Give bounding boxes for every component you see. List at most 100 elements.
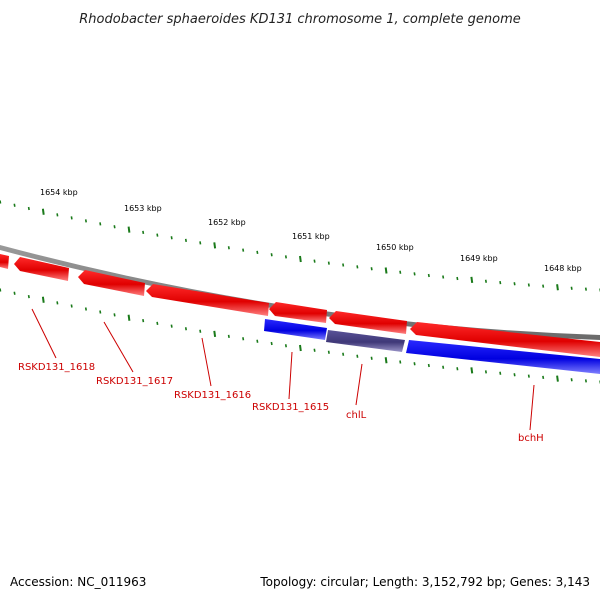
outer-scale-minor-tick	[399, 270, 402, 274]
inner-scale-minor-tick	[499, 371, 502, 375]
inner-scale-minor-tick	[242, 337, 245, 341]
gene-label-rskd131-1617[interactable]: RSKD131_1617	[96, 376, 173, 387]
accession-text: Accession: NC_011963	[10, 575, 146, 589]
inner-scale-minor-tick	[584, 379, 587, 383]
gene-arrow-forward-5[interactable]	[269, 302, 327, 323]
outer-scale-minor-tick	[284, 255, 287, 259]
outer-scale-minor-tick	[513, 282, 516, 286]
gene-arrow-forward-7[interactable]	[410, 322, 600, 357]
leader-line-rskd131-1616	[201, 337, 212, 387]
gene-label-rskd131-1616[interactable]: RSKD131_1616	[174, 390, 251, 401]
outer-scale-major-tick	[556, 284, 559, 291]
gene-label-chll[interactable]: chlL	[346, 410, 367, 421]
forward-strand-genes	[0, 254, 600, 357]
inner-scale-minor-tick	[256, 339, 259, 343]
outer-scale-minor-tick	[156, 233, 159, 237]
gene-label-rskd131-1618[interactable]: RSKD131_1618	[18, 362, 95, 373]
outer-scale-minor-tick	[327, 261, 330, 265]
outer-scale-minor-tick	[113, 225, 116, 229]
scale-label-1653: 1653 kbp	[124, 204, 162, 213]
outer-scale-minor-tick	[413, 272, 416, 276]
inner-scale-minor-tick	[356, 354, 359, 358]
inner-scale-minor-tick	[570, 378, 573, 382]
gene-labels: RSKD131_1618 RSKD131_1617 RSKD131_1616 R…	[18, 362, 544, 444]
inner-scale-minor-tick	[13, 291, 16, 295]
inner-scale-minor-tick	[56, 301, 59, 305]
leader-line-rskd131-1615	[288, 351, 293, 400]
inner-scale-minor-tick	[456, 367, 459, 371]
scale-label-1651: 1651 kbp	[292, 232, 330, 241]
outer-scale-major-tick	[127, 226, 131, 233]
outer-scale-minor-tick	[542, 284, 545, 288]
gene-arrow-reverse-1[interactable]	[264, 319, 327, 340]
outer-scale-minor-tick	[227, 246, 230, 250]
inner-scale-minor-tick	[84, 307, 87, 311]
outer-scale-minor-tick	[342, 263, 345, 267]
scale-label-1650: 1650 kbp	[376, 243, 414, 252]
scale-label-1652: 1652 kbp	[208, 218, 246, 227]
inner-scale-minor-tick	[70, 304, 73, 308]
scale-label-1654: 1654 kbp	[40, 188, 78, 197]
inner-scale-minor-tick	[513, 373, 516, 377]
gene-arrow-reverse-bchh[interactable]	[406, 340, 600, 374]
inner-scale-minor-tick	[399, 360, 402, 364]
gene-arrow-forward-6[interactable]	[329, 311, 407, 334]
inner-scale-minor-tick	[27, 294, 30, 299]
gene-label-bchh[interactable]: bchH	[518, 433, 544, 444]
outer-scale-minor-tick	[256, 250, 259, 255]
outer-scale-minor-tick	[199, 241, 202, 245]
outer-scale-minor-tick	[427, 273, 430, 278]
outer-scale-minor-tick	[170, 236, 173, 240]
outer-scale-minor-tick	[56, 213, 59, 217]
inner-scale-minor-tick	[284, 344, 287, 348]
reverse-strand-genes	[264, 319, 600, 374]
outer-scale-minor-tick	[356, 265, 359, 269]
scale-label-1648: 1648 kbp	[544, 264, 582, 273]
leader-line-rskd131-1618	[31, 308, 57, 359]
outer-scale-minor-tick	[184, 238, 187, 243]
inner-scale-minor-tick	[0, 288, 2, 292]
scale-labels: 1654 kbp 1653 kbp 1652 kbp 1651 kbp 1650…	[40, 188, 582, 273]
outer-scale-minor-tick	[527, 283, 530, 287]
gene-arrow-forward-3[interactable]	[78, 270, 145, 296]
inner-scale-minor-tick	[327, 350, 330, 354]
outer-scale-minor-tick	[456, 276, 459, 281]
outer-scale-minor-tick	[84, 219, 87, 223]
outer-scale-major-tick	[470, 276, 474, 284]
gene-arrow-forward-1[interactable]	[0, 254, 9, 269]
gene-arrow-forward-4[interactable]	[146, 284, 269, 316]
inner-scale-major-tick	[556, 375, 559, 382]
inner-scale-major-tick	[299, 344, 302, 352]
outer-scale-minor-tick	[499, 280, 502, 285]
outer-scale-ticks	[0, 200, 600, 292]
inner-scale-ticks	[0, 288, 600, 384]
outer-scale-minor-tick	[27, 206, 30, 211]
outer-scale-minor-tick	[13, 203, 16, 207]
leader-line-chll	[355, 363, 363, 406]
inner-scale-major-tick	[384, 357, 388, 364]
inner-scale-major-tick	[213, 330, 217, 338]
outer-scale-major-tick	[384, 267, 388, 274]
gene-label-rskd131-1615[interactable]: RSKD131_1615	[252, 402, 329, 413]
outer-scale-major-tick	[213, 242, 217, 249]
outer-scale-minor-tick	[370, 267, 373, 271]
inner-scale-minor-tick	[527, 374, 530, 378]
outer-scale-minor-tick	[0, 200, 2, 204]
outer-scale-minor-tick	[584, 287, 587, 291]
outer-scale-minor-tick	[70, 216, 73, 220]
gene-arrow-forward-2[interactable]	[14, 257, 69, 281]
inner-scale-minor-tick	[413, 362, 416, 366]
inner-scale-minor-tick	[342, 352, 345, 356]
inner-scale-minor-tick	[427, 363, 430, 368]
gene-arrow-reverse-chll[interactable]	[326, 330, 405, 352]
scale-label-1649: 1649 kbp	[460, 254, 498, 263]
inner-scale-minor-tick	[227, 334, 230, 339]
inner-scale-major-tick	[127, 314, 131, 321]
inner-scale-minor-tick	[270, 341, 273, 346]
inner-scale-major-tick	[41, 296, 45, 303]
outer-scale-major-tick	[41, 208, 45, 215]
outer-scale-minor-tick	[270, 253, 273, 257]
inner-scale-minor-tick	[313, 348, 316, 352]
inner-scale-minor-tick	[142, 318, 145, 323]
